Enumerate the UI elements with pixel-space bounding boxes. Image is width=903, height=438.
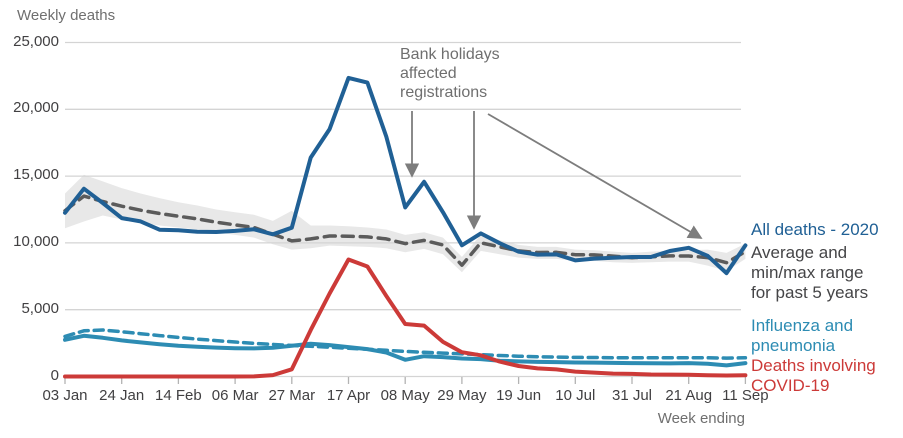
x-tick-label: 19 Jun (496, 387, 542, 404)
y-tick-label: 0 (50, 366, 59, 384)
legend-covid-19: Deaths involving COVID-19 (751, 356, 876, 395)
x-tick-label: 03 Jan (42, 387, 88, 404)
x-tick-label: 24 Jan (99, 387, 145, 404)
annotation-arrow (487, 113, 703, 239)
x-tick-label: 11 Sep (722, 387, 769, 404)
bank-holidays-annotation: Bank holidays affected registrations (400, 46, 500, 101)
x-tick-label: 08 May (380, 387, 430, 404)
x-tick-label: 17 Apr (326, 387, 371, 404)
legend-influenza-pneumonia: Influenza and pneumonia (751, 316, 854, 355)
x-tick-label: 06 Mar (211, 387, 259, 404)
annotation-arrows (404, 111, 703, 239)
x-tick-label: 14 Feb (155, 387, 202, 404)
series-line-influenza-pneumonia-average (63, 328, 748, 360)
series-lines (63, 75, 748, 379)
x-tick-label: 21 Aug (665, 387, 713, 404)
y-tick-label: 10,000 (13, 232, 59, 250)
legend-average-minmax-range: Average and min/max range for past 5 yea… (751, 243, 869, 302)
x-tick-label: 27 Mar (268, 387, 316, 404)
y-axis-title: Weekly deaths (17, 7, 116, 24)
y-tick-label: 20,000 (13, 99, 59, 117)
y-tick-label: 25,000 (13, 32, 59, 50)
x-axis-title: Week ending (657, 410, 745, 427)
gridlines (65, 41, 741, 378)
legend-all-deaths-2020: All deaths - 2020 (751, 220, 879, 239)
y-tick-label: 15,000 (13, 166, 59, 184)
series-line-covid-19-deaths (63, 257, 748, 379)
series-line-influenza-pneumonia-2020 (63, 333, 748, 368)
series-line-all-deaths-2020 (63, 75, 748, 276)
x-tick-label: 31 Jul (611, 387, 653, 404)
x-tick-label: 29 May (437, 387, 487, 404)
minmax-range-band (65, 174, 746, 273)
range-band-polygon (65, 174, 746, 273)
y-tick-label: 5,000 (21, 299, 59, 317)
x-tick-label: 10 Jul (555, 387, 596, 404)
axis-ticks (64, 377, 747, 384)
